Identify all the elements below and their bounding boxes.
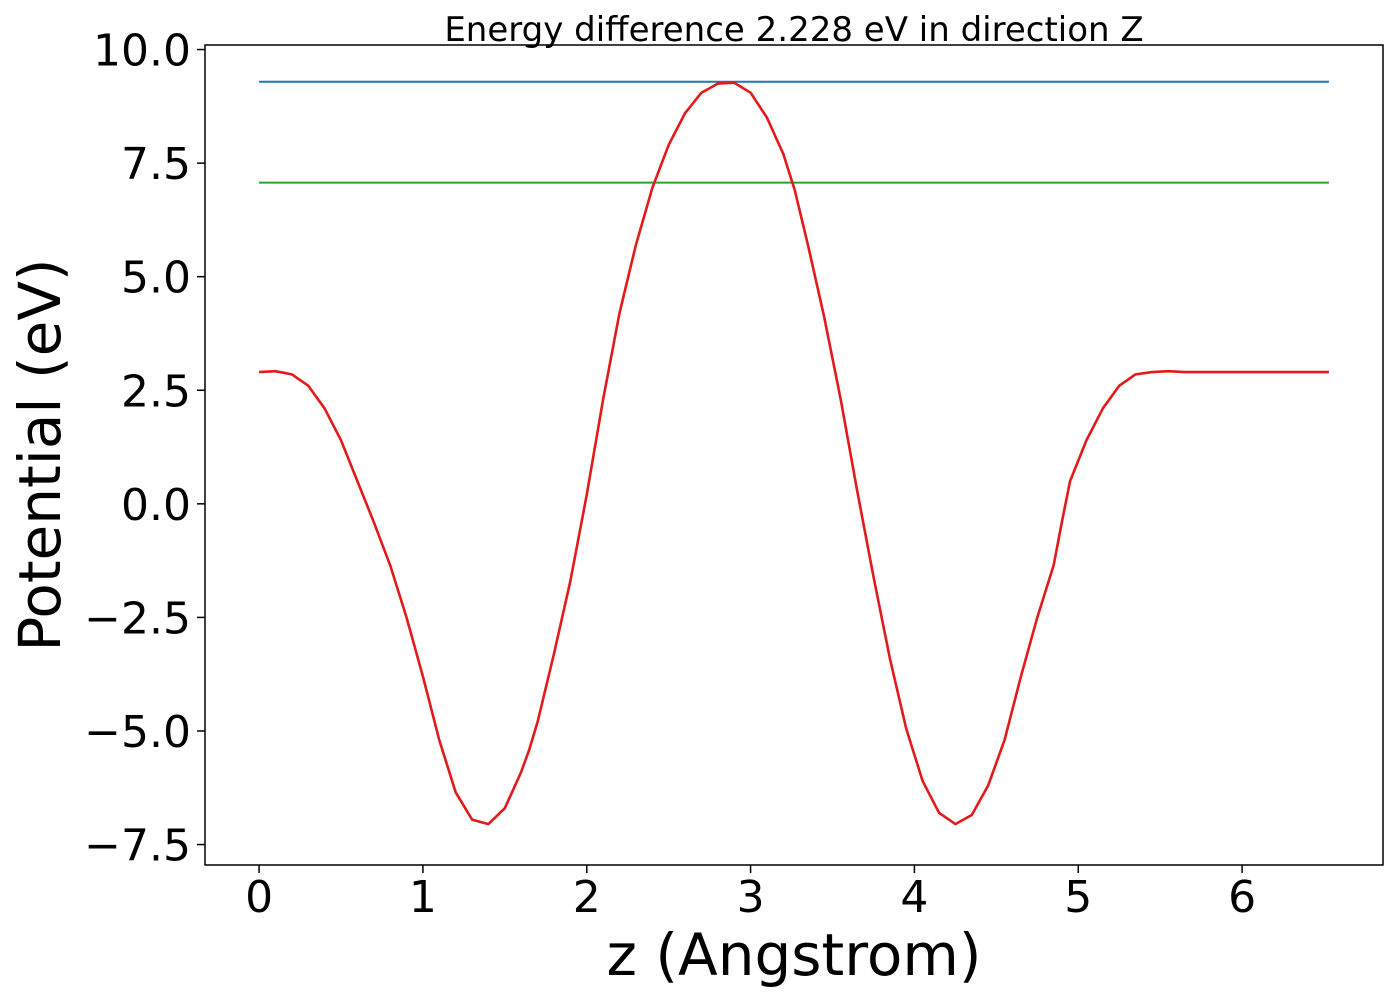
y-tick-label: −5.0 (84, 707, 191, 758)
x-axis-label: z (Angstrom) (607, 921, 982, 989)
chart-title: Energy difference 2.228 eV in direction … (444, 10, 1143, 50)
y-tick-label: 0.0 (121, 480, 191, 531)
x-tick-label: 1 (409, 872, 437, 923)
x-tick-label: 6 (1228, 872, 1256, 923)
y-tick-label: −2.5 (84, 593, 191, 644)
y-tick-label: −7.5 (84, 821, 191, 872)
plot-frame (204, 44, 1384, 866)
y-tick-label: 10.0 (93, 26, 191, 77)
series-lines (258, 80, 1329, 826)
x-tick-label: 3 (737, 872, 765, 923)
x-tick-label: 0 (245, 872, 273, 923)
x-tick-label: 4 (900, 872, 928, 923)
y-axis-ticks: 10.0 7.5 5.0 2.5 0.0 −2.5 −5.0 −7.5 (84, 26, 205, 872)
x-tick-label: 5 (1064, 872, 1092, 923)
x-tick-label: 2 (573, 872, 601, 923)
y-tick-label: 7.5 (121, 139, 191, 190)
x-axis-ticks: 0 1 2 3 4 5 6 (245, 865, 1256, 923)
y-tick-label: 5.0 (121, 253, 191, 304)
y-axis-label: Potential (eV) (6, 258, 74, 651)
series-line-2 (258, 81, 1329, 826)
y-tick-label: 2.5 (121, 366, 191, 417)
